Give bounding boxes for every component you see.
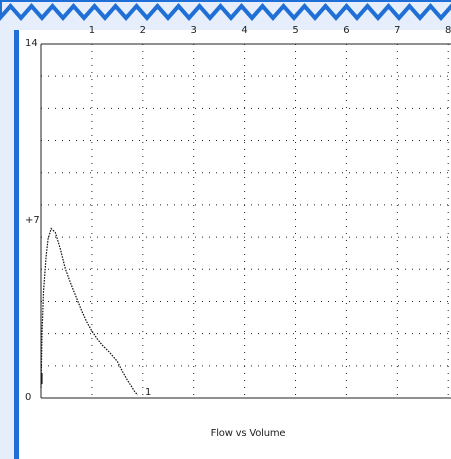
x-tick-label: 4 — [241, 25, 248, 36]
y-tick-label: 14 — [25, 38, 38, 49]
flow-volume-curve — [40, 227, 139, 396]
y-tick-label: 0 — [25, 392, 32, 403]
x-tick-label: 1 — [88, 25, 96, 36]
plot-grid — [41, 44, 451, 398]
y-tick-label: +7 — [25, 215, 40, 226]
zigzag-header-edge — [0, 0, 451, 22]
left-frame-bar — [14, 30, 19, 459]
x-tick-label: 2 — [139, 25, 146, 36]
x-tick-label: 3 — [190, 25, 197, 36]
x-tick-label: 7 — [394, 25, 401, 36]
x-tick-label: 6 — [343, 25, 350, 36]
x-tick-label: 5 — [292, 25, 299, 36]
chart-caption: Flow vs Volume — [210, 428, 286, 439]
x-tick-label: 8 — [445, 25, 451, 36]
plot-area — [19, 30, 451, 459]
baseline-marker-label: 1 — [145, 387, 152, 398]
